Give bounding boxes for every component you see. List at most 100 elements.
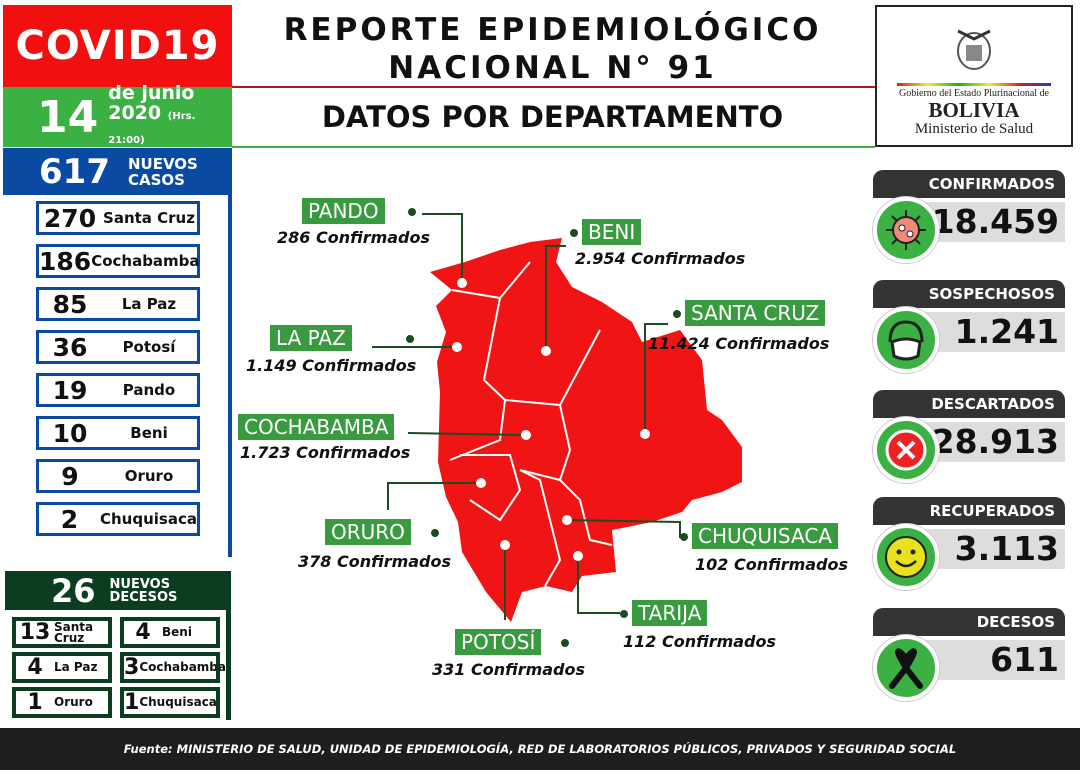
- death-count: 3: [124, 655, 140, 680]
- mourning-ribbon-icon: [873, 635, 939, 701]
- x-circle-icon: [873, 417, 939, 483]
- dept-label: ORURO: [325, 519, 411, 545]
- dept-label: POTOSÍ: [455, 629, 542, 655]
- new-cases-count: 617: [39, 151, 110, 192]
- case-count: 36: [52, 332, 88, 362]
- death-dept: Chuquisaca: [139, 695, 217, 709]
- logo-line2: BOLIVIA: [928, 98, 1020, 122]
- virus-icon: [873, 197, 939, 263]
- death-count: 1: [124, 690, 140, 715]
- new-deaths-header: 26 NUEVOS DECESOS: [5, 571, 231, 610]
- dept-confirmed: 11.424 Confirmados: [648, 334, 830, 353]
- date-day: 14: [37, 91, 99, 143]
- dept-confirmed: 112 Confirmados: [623, 632, 777, 651]
- leader-line: [422, 213, 463, 283]
- total-label: RECUPERADOS: [873, 497, 1065, 525]
- report-subtitle: DATOS POR DEPARTAMENTO: [321, 100, 784, 134]
- smile-icon: [873, 524, 939, 590]
- divider: [226, 610, 231, 720]
- dept-label: CHUQUISACA: [692, 523, 838, 549]
- date-month-year: de junio 2020 (Hrs. 21:00): [108, 83, 232, 151]
- date-month: de junio: [108, 82, 195, 104]
- case-count: 10: [52, 418, 88, 448]
- leader-line: [387, 482, 481, 510]
- divider: [228, 195, 232, 557]
- dept-confirmed: 102 Confirmados: [695, 555, 849, 574]
- logo-line1: Gobierno del Estado Plurinacional de: [899, 88, 1049, 99]
- total-card-sospechosos: SOSPECHOSOS 1.241: [873, 280, 1065, 373]
- case-dept: Oruro: [124, 467, 174, 485]
- dept-confirmed: 378 Confirmados: [298, 552, 452, 571]
- dept-marker: [521, 430, 531, 440]
- dept-label: COCHABAMBA: [238, 414, 395, 440]
- dept-marker: [573, 551, 583, 561]
- leader-dot: [408, 208, 416, 216]
- label-line1: NUEVOS: [109, 576, 171, 592]
- new-deaths-row: 3 Cochabamba: [120, 652, 226, 683]
- case-count: 9: [61, 461, 79, 491]
- dept-label: TARIJA: [632, 600, 708, 626]
- death-dept: Beni: [162, 625, 192, 639]
- case-count: 2: [60, 504, 79, 534]
- report-date: 14 de junio 2020 (Hrs. 21:00): [3, 83, 232, 147]
- new-deaths-row: 4 Beni: [120, 617, 220, 648]
- leader-line: [644, 323, 668, 434]
- total-label: SOSPECHOSOS: [873, 280, 1065, 308]
- dept-confirmed: 1.149 Confirmados: [246, 356, 417, 375]
- death-dept: Santa Cruz: [54, 619, 94, 645]
- new-cases-row: 270 Santa Cruz: [36, 201, 200, 235]
- new-cases-header: 617 NUEVOS CASOS: [3, 148, 232, 195]
- dept-marker: [476, 478, 486, 488]
- total-card-descartados: DESCARTADOS 28.913: [873, 390, 1065, 483]
- new-cases-row: 2 Chuquisaca: [36, 502, 200, 536]
- death-dept: Oruro: [54, 695, 93, 709]
- new-cases-row: 9 Oruro: [36, 459, 200, 493]
- death-dept: Cochabamba: [139, 660, 226, 674]
- leader-dot: [431, 529, 439, 537]
- case-count: 19: [52, 375, 88, 405]
- new-cases-row: 85 La Paz: [36, 287, 200, 321]
- case-count: 85: [52, 289, 88, 319]
- case-count: 270: [43, 203, 97, 233]
- dept-label: PANDO: [302, 198, 385, 224]
- dept-label: SANTA CRUZ: [685, 300, 826, 326]
- new-deaths-row: 1 Oruro: [12, 687, 112, 718]
- dept-marker: [640, 429, 650, 439]
- case-dept: Cochabamba: [91, 252, 200, 270]
- leader-line: [545, 245, 566, 351]
- total-card-decesos: DECESOS 611: [873, 608, 1065, 701]
- leader-line: [577, 556, 620, 614]
- dept-confirmed: 2.954 Confirmados: [575, 249, 746, 268]
- logo-line3: Ministerio de Salud: [914, 121, 1034, 137]
- dept-marker: [457, 278, 467, 288]
- new-deaths-row: 13 Santa Cruz: [12, 617, 112, 648]
- leader-dot: [561, 639, 569, 647]
- leader-dot: [570, 229, 578, 237]
- leader-line: [566, 519, 681, 538]
- leader-dot: [620, 610, 628, 618]
- leader-dot: [406, 335, 414, 343]
- case-dept: Potosí: [122, 338, 176, 356]
- dept-confirmed: 286 Confirmados: [277, 228, 431, 247]
- new-deaths-label: NUEVOS DECESOS: [110, 578, 178, 604]
- case-dept: Beni: [130, 424, 168, 442]
- report-number: NACIONAL N° 91: [388, 50, 717, 86]
- leader-dot: [673, 310, 681, 318]
- leader-line: [407, 432, 527, 436]
- date-year: 2020: [108, 102, 162, 124]
- new-deaths-row: 1 Chuquisaca: [120, 687, 220, 718]
- dept-marker: [541, 346, 551, 356]
- new-deaths-count: 26: [51, 571, 96, 610]
- label-line2: DECESOS: [109, 589, 178, 605]
- divider: [232, 86, 875, 88]
- case-dept: La Paz: [121, 295, 177, 313]
- dept-confirmed: 331 Confirmados: [432, 660, 586, 679]
- case-dept: Pando: [122, 381, 176, 399]
- dept-marker: [562, 515, 572, 525]
- mask-icon: [873, 307, 939, 373]
- dept-marker: [500, 540, 510, 550]
- new-cases-row: 10 Beni: [36, 416, 200, 450]
- dept-marker: [452, 342, 462, 352]
- case-count: 186: [39, 246, 92, 276]
